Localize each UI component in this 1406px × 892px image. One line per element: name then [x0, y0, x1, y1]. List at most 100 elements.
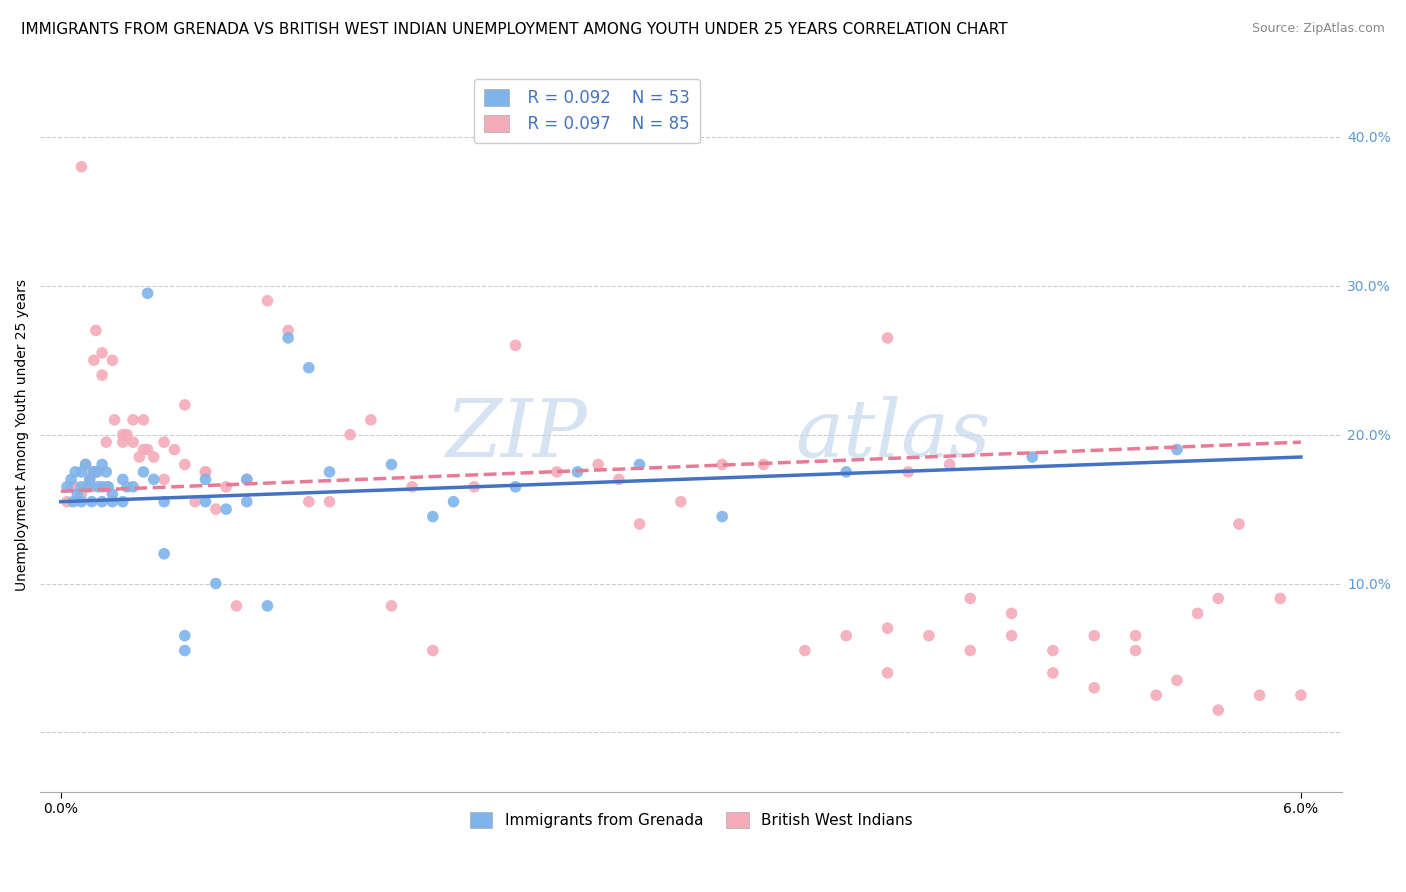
- Point: [173, 458, 195, 472]
- Point: [115, 427, 138, 442]
- Point: [75, 458, 97, 472]
- Point: [959, 643, 981, 657]
- Point: [298, 360, 321, 375]
- Point: [91, 480, 114, 494]
- Point: [422, 643, 444, 657]
- Point: [84, 465, 107, 479]
- Point: [876, 665, 898, 680]
- Point: [66, 487, 89, 501]
- Point: [173, 643, 195, 657]
- Point: [153, 435, 176, 450]
- Point: [128, 450, 150, 464]
- Point: [607, 472, 630, 486]
- Point: [83, 465, 105, 479]
- Point: [204, 576, 226, 591]
- Point: [80, 480, 103, 494]
- Point: [96, 465, 118, 479]
- Point: [56, 480, 79, 494]
- Point: [75, 458, 97, 472]
- Point: [184, 494, 207, 508]
- Point: [1270, 591, 1292, 606]
- Point: [1166, 442, 1188, 457]
- Point: [1289, 688, 1312, 702]
- Point: [101, 494, 124, 508]
- Text: Source: ZipAtlas.com: Source: ZipAtlas.com: [1251, 22, 1385, 36]
- Point: [80, 465, 103, 479]
- Point: [115, 480, 138, 494]
- Point: [84, 324, 107, 338]
- Text: ZIP: ZIP: [446, 396, 588, 474]
- Text: IMMIGRANTS FROM GRENADA VS BRITISH WEST INDIAN UNEMPLOYMENT AMONG YOUTH UNDER 25: IMMIGRANTS FROM GRENADA VS BRITISH WEST …: [21, 22, 1008, 37]
- Point: [111, 435, 134, 450]
- Point: [236, 472, 259, 486]
- Point: [79, 472, 101, 486]
- Point: [401, 480, 423, 494]
- Point: [60, 480, 83, 494]
- Point: [142, 450, 165, 464]
- Point: [65, 480, 87, 494]
- Point: [505, 480, 527, 494]
- Point: [256, 293, 278, 308]
- Point: [136, 442, 159, 457]
- Point: [194, 472, 217, 486]
- Point: [1144, 688, 1167, 702]
- Point: [236, 494, 259, 508]
- Point: [546, 465, 568, 479]
- Point: [91, 458, 114, 472]
- Point: [91, 368, 114, 383]
- Point: [70, 465, 93, 479]
- Point: [76, 480, 98, 494]
- Point: [236, 472, 259, 486]
- Point: [153, 494, 176, 508]
- Point: [194, 465, 217, 479]
- Point: [136, 286, 159, 301]
- Point: [422, 509, 444, 524]
- Point: [225, 599, 247, 613]
- Point: [1206, 591, 1229, 606]
- Point: [711, 509, 734, 524]
- Point: [70, 160, 93, 174]
- Point: [1187, 607, 1209, 621]
- Point: [505, 338, 527, 352]
- Point: [918, 629, 941, 643]
- Point: [60, 472, 83, 486]
- Point: [122, 413, 145, 427]
- Point: [173, 398, 195, 412]
- Point: [360, 413, 382, 427]
- Point: [380, 458, 402, 472]
- Point: [380, 599, 402, 613]
- Point: [215, 480, 238, 494]
- Point: [132, 465, 155, 479]
- Point: [153, 547, 176, 561]
- Point: [132, 442, 155, 457]
- Point: [1000, 607, 1022, 621]
- Point: [111, 494, 134, 508]
- Point: [628, 516, 651, 531]
- Point: [97, 480, 120, 494]
- Point: [132, 413, 155, 427]
- Point: [1249, 688, 1271, 702]
- Point: [101, 487, 124, 501]
- Point: [1042, 643, 1064, 657]
- Point: [1000, 629, 1022, 643]
- Point: [62, 494, 84, 508]
- Point: [339, 427, 361, 442]
- Point: [876, 331, 898, 345]
- Point: [1125, 643, 1147, 657]
- Point: [96, 435, 118, 450]
- Point: [80, 494, 103, 508]
- Point: [277, 331, 299, 345]
- Point: [87, 465, 110, 479]
- Point: [793, 643, 815, 657]
- Point: [835, 629, 858, 643]
- Point: [163, 442, 186, 457]
- Point: [835, 465, 858, 479]
- Point: [79, 472, 101, 486]
- Point: [111, 472, 134, 486]
- Point: [122, 480, 145, 494]
- Point: [443, 494, 465, 508]
- Point: [876, 621, 898, 635]
- Point: [897, 465, 920, 479]
- Y-axis label: Unemployment Among Youth under 25 years: Unemployment Among Youth under 25 years: [15, 278, 30, 591]
- Point: [91, 346, 114, 360]
